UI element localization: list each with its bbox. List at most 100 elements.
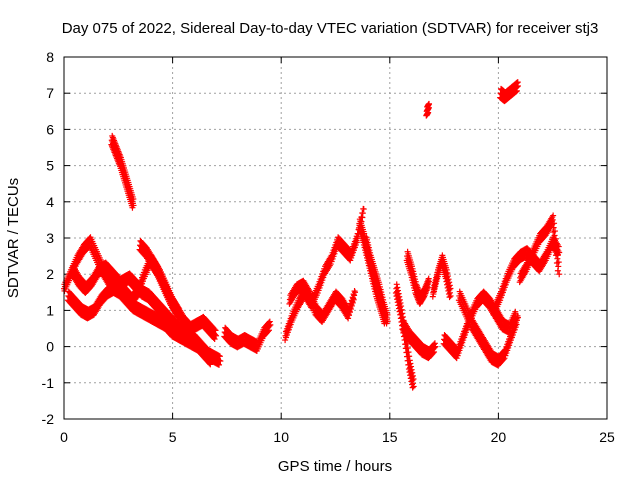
data-point [430, 350, 437, 357]
data-point [405, 349, 412, 356]
y-tick-label: -2 [42, 411, 55, 427]
data-point [396, 293, 403, 300]
data-point [513, 321, 520, 328]
data-point [410, 375, 417, 382]
data-point [447, 292, 454, 299]
y-tick-label: 2 [46, 266, 54, 282]
data-point [444, 269, 451, 276]
data-point [267, 321, 274, 328]
data-point [399, 310, 406, 317]
data-point [551, 220, 558, 227]
y-tick-label: 8 [46, 49, 54, 65]
data-point [176, 311, 183, 318]
data-point [556, 271, 563, 278]
data-point [208, 358, 215, 365]
data-point [443, 266, 450, 273]
data-point [554, 251, 561, 258]
data-point [409, 384, 416, 391]
data-point [410, 383, 417, 390]
data-point [398, 303, 405, 310]
data-point [130, 202, 137, 209]
x-tick-label: 5 [169, 429, 177, 445]
data-point [409, 372, 416, 379]
data-point [550, 212, 557, 219]
data-point [408, 366, 415, 373]
data-point [397, 299, 404, 306]
data-point [350, 296, 357, 303]
data-point [431, 348, 438, 355]
data-point [552, 235, 559, 242]
data-point [554, 267, 561, 274]
data-point [444, 273, 451, 280]
data-point [346, 312, 353, 319]
data-point [211, 326, 218, 333]
data-point [347, 306, 354, 313]
data-point [396, 296, 403, 303]
data-point [211, 336, 218, 343]
x-tick-label: 0 [60, 429, 68, 445]
data-point [346, 309, 353, 316]
y-tick-label: 5 [46, 158, 54, 174]
data-point [345, 315, 352, 322]
x-tick-label: 15 [382, 429, 398, 445]
x-tick-label: 10 [273, 429, 289, 445]
data-point [514, 314, 521, 321]
data-point [133, 294, 140, 301]
data-point [394, 287, 401, 294]
y-axis-label: SDTVAR / TECUs [5, 178, 22, 298]
data-point [553, 243, 560, 250]
data-point [349, 299, 356, 306]
data-point [446, 294, 453, 301]
grid [64, 57, 607, 419]
data-point [404, 344, 411, 351]
data-point [555, 259, 562, 266]
y-tick-label: 7 [46, 85, 54, 101]
y-tick-label: 0 [46, 339, 54, 355]
data-point [424, 284, 431, 291]
data-point [352, 289, 359, 296]
data-point [514, 82, 521, 89]
data-point [216, 361, 223, 368]
data-point [265, 328, 272, 335]
data-point [394, 284, 401, 291]
data-point [425, 104, 432, 111]
data-point [445, 276, 452, 283]
data-point [175, 305, 182, 312]
data-point [447, 285, 454, 292]
data-point [406, 353, 413, 360]
data-point [406, 357, 413, 364]
data-point [393, 281, 400, 288]
data-point [446, 282, 453, 289]
data-point [425, 109, 432, 116]
data-point [409, 369, 416, 376]
data-point [207, 361, 214, 368]
data-point [360, 206, 367, 213]
data-point [174, 313, 181, 320]
data-point [513, 87, 520, 94]
x-axis-label: GPS time / hours [278, 458, 392, 475]
data-point [353, 239, 360, 246]
data-point [408, 363, 415, 370]
data-point [407, 360, 414, 367]
data-point [551, 228, 558, 235]
data-point [217, 358, 224, 365]
data-point [130, 196, 137, 203]
data-point [384, 311, 391, 318]
data-point [384, 318, 391, 325]
y-tick-label: 4 [46, 194, 54, 210]
data-point [213, 332, 220, 339]
data-point [265, 327, 272, 334]
y-tick-label: 6 [46, 121, 54, 137]
y-tick-label: 3 [46, 230, 54, 246]
axis-ticks: 0 5 10 15 20 25 -2 -1 0 1 2 3 4 5 6 7 8 [42, 49, 615, 445]
data-point [395, 290, 402, 297]
data-point [432, 343, 439, 350]
data-point [207, 351, 214, 358]
data-point [212, 327, 219, 334]
data-point [398, 306, 405, 313]
data-point [208, 352, 215, 359]
data-point [425, 278, 432, 285]
x-tick-label: 20 [491, 429, 507, 445]
plot-frame [63, 56, 608, 420]
